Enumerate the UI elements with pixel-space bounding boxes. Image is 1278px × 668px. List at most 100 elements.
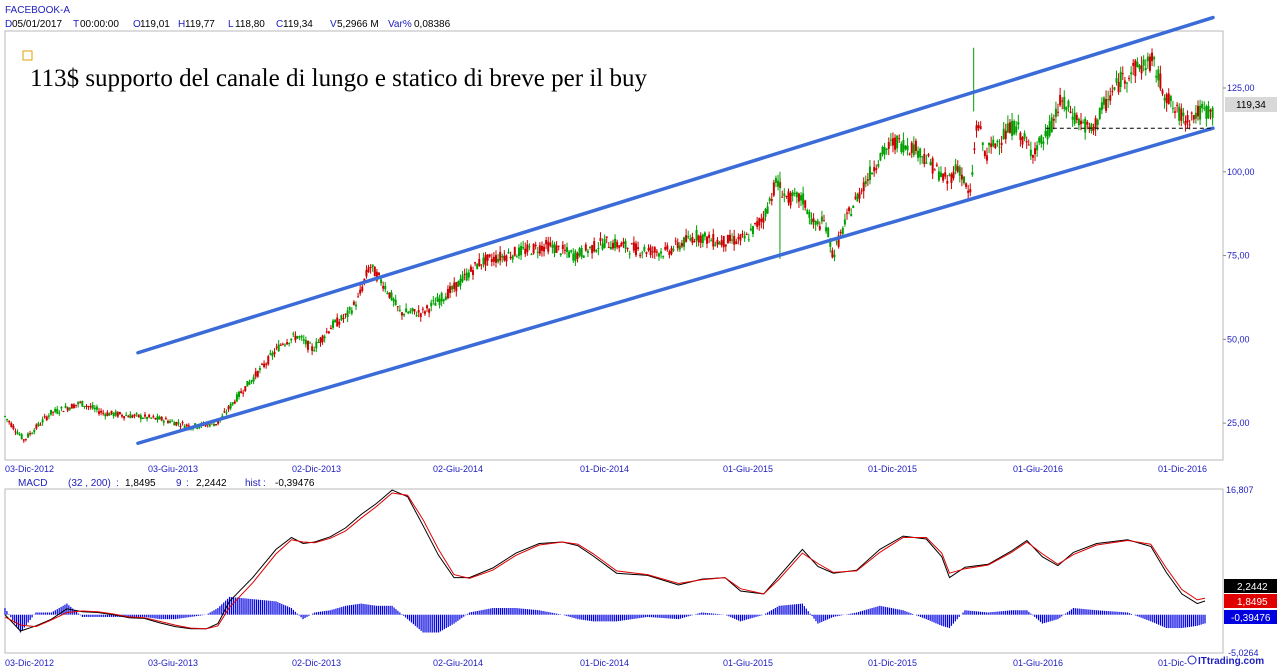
candle-body: [231, 402, 234, 405]
candle-body: [31, 433, 34, 435]
candle-body: [340, 315, 343, 321]
candle-body: [375, 271, 378, 281]
candle-body: [112, 412, 115, 417]
candle-body: [41, 419, 44, 423]
candle-body: [85, 405, 88, 407]
candle-body: [66, 407, 69, 411]
candle-body: [948, 174, 951, 176]
candle-body: [877, 163, 880, 167]
candle-body: [977, 125, 980, 129]
candle-body: [446, 288, 449, 299]
candle-body: [578, 248, 581, 256]
candle-body: [1190, 112, 1193, 114]
candle-body: [93, 407, 96, 410]
candle-body: [591, 245, 594, 254]
candle-body: [946, 181, 949, 184]
x-tick-label: 01-Dic-2015: [868, 464, 917, 474]
x-tick-label: 03-Dic-2012: [5, 464, 54, 474]
candle-body: [737, 237, 740, 239]
candle-body: [248, 381, 251, 385]
candle-body: [791, 192, 794, 197]
candle-body: [377, 272, 380, 275]
candle-body: [841, 227, 844, 235]
candle-body: [862, 182, 865, 192]
candle-body: [839, 232, 842, 234]
candle-body: [540, 245, 543, 251]
ohlc-value: 118,80: [235, 19, 265, 30]
candle-body: [789, 192, 792, 206]
macd-value-boxes: 2,2442 1,8495 -0,39476: [1224, 579, 1277, 624]
candle-body: [1136, 61, 1139, 67]
candle-body: [52, 411, 55, 413]
hist-label: hist: [245, 478, 261, 489]
candle-body: [39, 424, 42, 426]
candle-body: [662, 256, 665, 258]
candle-body: [121, 414, 124, 417]
candle-body: [1134, 60, 1137, 77]
candle-body: [1082, 122, 1085, 124]
candle-body: [413, 309, 416, 312]
candle-body: [935, 164, 938, 166]
macd-x-tick-label: 01-Dic-: [1158, 658, 1187, 668]
candle-body: [244, 386, 247, 392]
candle-body: [1115, 78, 1118, 83]
candle-body: [985, 155, 988, 161]
candle-body: [434, 302, 437, 306]
candle-body: [960, 174, 963, 180]
candle-body: [469, 266, 472, 272]
candle-body: [1128, 78, 1131, 80]
candle-body: [1163, 97, 1166, 101]
candle-body: [768, 198, 771, 201]
candle-body: [1138, 65, 1141, 69]
candle-body: [843, 219, 846, 225]
candle-body: [20, 434, 23, 440]
candle-body: [1199, 105, 1202, 120]
candle-body: [183, 426, 186, 428]
candle-body: [1057, 111, 1060, 113]
candle-body: [860, 190, 863, 192]
candle-body: [432, 300, 435, 302]
candle-body: [1132, 62, 1135, 66]
candle-body: [731, 239, 734, 241]
candle-body: [173, 422, 176, 426]
candle-body: [520, 246, 523, 256]
candle-body: [601, 243, 604, 250]
candle-body: [238, 391, 241, 397]
candle-body: [386, 292, 389, 294]
candle-body: [444, 296, 447, 301]
price-panel-frame: [4, 30, 1224, 461]
candle-body: [474, 262, 477, 264]
candle-body: [566, 247, 569, 252]
ohlc-key: C: [276, 19, 283, 30]
macd-y-top-label: 16,807: [1226, 485, 1254, 495]
candle-body: [129, 414, 132, 419]
candle-body: [689, 238, 692, 241]
svg-text::: :: [263, 478, 266, 489]
candle-body: [484, 255, 487, 266]
candle-body: [405, 308, 408, 313]
candle-body: [127, 416, 130, 418]
candle-body: [958, 167, 961, 176]
candle-body: [1113, 87, 1116, 90]
candle-body: [979, 126, 982, 129]
candle-body: [1013, 121, 1016, 135]
candle-body: [1034, 148, 1037, 155]
candle-body: [576, 253, 579, 259]
candle-body: [419, 313, 422, 318]
candle-body: [745, 234, 748, 236]
candle-body: [141, 418, 144, 420]
candle-body: [298, 336, 301, 338]
candle-body: [384, 285, 387, 290]
macd-x-tick-label: 03-Dic-2012: [5, 658, 54, 668]
candle-body: [369, 267, 372, 269]
candle-body: [156, 416, 159, 420]
candle-body: [670, 248, 673, 254]
candle-body: [390, 292, 393, 300]
candle-body: [1146, 56, 1149, 62]
candle-body: [1025, 141, 1028, 143]
candle-body: [777, 180, 780, 187]
candle-body: [570, 250, 573, 252]
candle-body: [357, 296, 360, 298]
candle-body: [110, 410, 113, 414]
candle-body: [722, 236, 725, 248]
